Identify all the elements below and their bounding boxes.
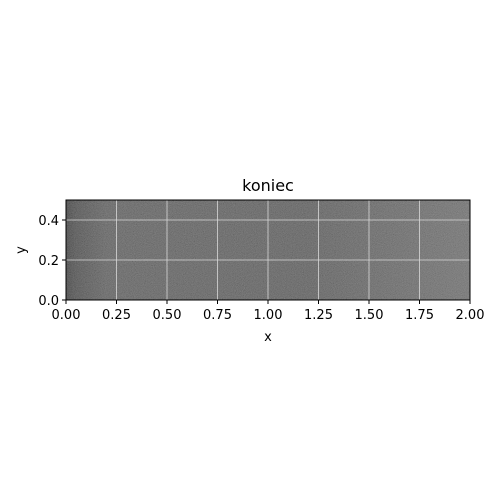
x-tick-label: 1.50	[355, 308, 384, 323]
y-tick-label: 0.2	[38, 254, 59, 269]
x-tick-label: 0.00	[52, 308, 81, 323]
y-tick-label: 0.0	[38, 294, 59, 309]
x-axis-label: x	[264, 330, 272, 345]
chart-title: koniec	[242, 176, 294, 195]
x-tick-label: 1.25	[304, 308, 333, 323]
x-tick-label: 1.75	[405, 308, 434, 323]
grid-lines	[65, 200, 471, 301]
x-axis-ticks: 0.00 0.25 0.50 0.75 1.00 1.25 1.50 1.75 2.00	[52, 300, 485, 323]
y-tick-label: 0.4	[38, 214, 59, 229]
y-axis-label: y	[14, 246, 29, 254]
x-tick-label: 0.50	[153, 308, 182, 323]
x-tick-label: 0.25	[102, 308, 131, 323]
x-tick-label: 0.75	[203, 308, 232, 323]
y-axis-ticks: 0.0 0.2 0.4	[38, 214, 66, 309]
x-tick-label: 1.00	[254, 308, 283, 323]
x-tick-label: 2.00	[456, 308, 485, 323]
